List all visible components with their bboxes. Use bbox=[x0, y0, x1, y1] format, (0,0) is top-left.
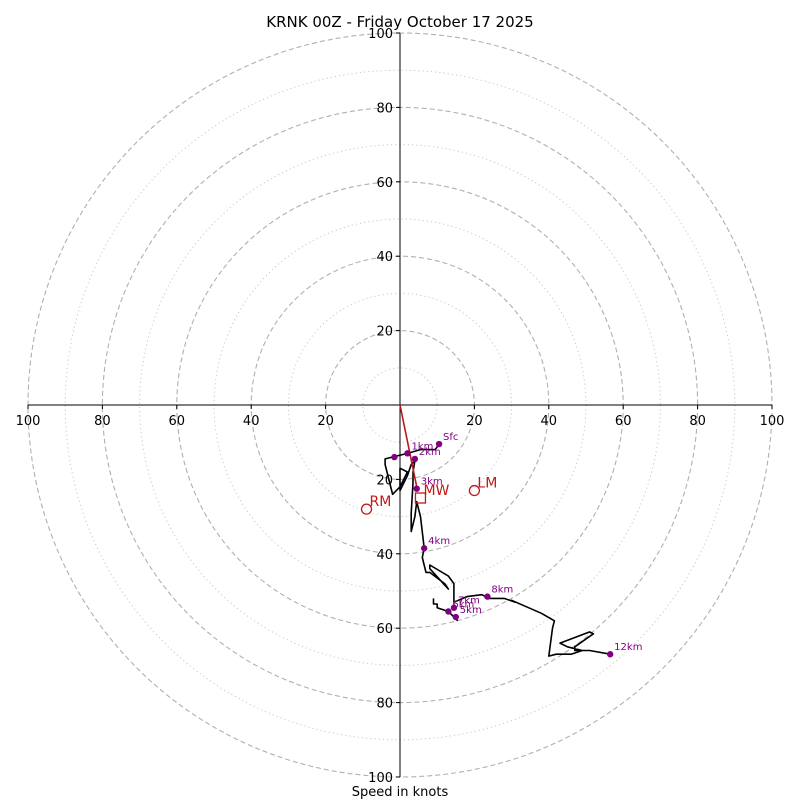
storm-motion-label: RM bbox=[370, 494, 392, 510]
storm-motion-circle bbox=[360, 503, 373, 515]
height-marker-label: Sfc bbox=[443, 432, 458, 443]
y-tick-label: 80 bbox=[376, 697, 393, 712]
height-marker-point bbox=[420, 545, 428, 552]
height-marker-label: 7km bbox=[458, 596, 480, 607]
height-marker-label: 1km bbox=[411, 441, 433, 452]
x-tick-label: 40 bbox=[541, 414, 558, 429]
height-marker-point bbox=[484, 593, 491, 600]
x-tick-label: 20 bbox=[466, 414, 483, 429]
x-tick-label: 20 bbox=[317, 414, 334, 429]
y-tick-label: 60 bbox=[376, 622, 393, 637]
x-axis-label: Speed in knots bbox=[352, 785, 449, 800]
height-marker-point bbox=[450, 604, 458, 611]
storm-motion-circle bbox=[468, 484, 481, 497]
y-tick-label: 20 bbox=[376, 325, 393, 340]
shear-vector-line bbox=[399, 404, 418, 488]
x-tick-label: 80 bbox=[94, 414, 111, 429]
height-marker-label: 3km bbox=[421, 477, 443, 488]
x-tick-label: 60 bbox=[169, 414, 186, 429]
height-marker-point bbox=[404, 450, 411, 457]
storm-motion-label: MW bbox=[423, 483, 449, 499]
height-marker-point bbox=[411, 455, 419, 463]
height-marker-point bbox=[445, 608, 452, 615]
y-tick-label: 40 bbox=[376, 250, 393, 265]
tick-labels: 100 80 60 40 20 20 40 60 80 100100806040202040608… bbox=[16, 27, 785, 786]
hodograph-line bbox=[384, 443, 611, 657]
y-tick-label: 60 bbox=[376, 176, 393, 191]
x-tick-label: 100 bbox=[760, 414, 785, 429]
height-marker-point bbox=[452, 613, 459, 621]
height-marker-label: 8km bbox=[491, 585, 513, 596]
height-marker-point bbox=[391, 453, 398, 461]
y-tick-label: 40 bbox=[376, 548, 393, 563]
x-tick-label: 60 bbox=[615, 414, 632, 429]
height-marker-label: 12km bbox=[614, 642, 642, 653]
y-tick-label: 80 bbox=[376, 101, 393, 116]
height-marker-label: 4km bbox=[428, 536, 450, 547]
chart-title: KRNK 00Z - Friday October 17 2025 bbox=[266, 13, 533, 31]
height-marker-point bbox=[435, 440, 443, 448]
height-marker-label: 6km bbox=[452, 599, 474, 610]
y-tick-label: 100 bbox=[368, 771, 393, 786]
storm-motion-label: LM bbox=[477, 476, 497, 492]
storm-motion-square bbox=[414, 492, 427, 504]
x-tick-label: 80 bbox=[689, 414, 706, 429]
height-marker-point bbox=[413, 485, 420, 492]
y-tick-label: 100 bbox=[368, 27, 393, 42]
x-tick-label: 100 bbox=[16, 414, 41, 429]
height-marker-label: 5km bbox=[460, 605, 482, 616]
storm-motion-markers: RM LM MW bbox=[360, 476, 497, 515]
height-marker-point bbox=[606, 651, 614, 658]
height-marker-label: 2km bbox=[419, 447, 441, 458]
x-tick-label: 40 bbox=[243, 414, 260, 429]
